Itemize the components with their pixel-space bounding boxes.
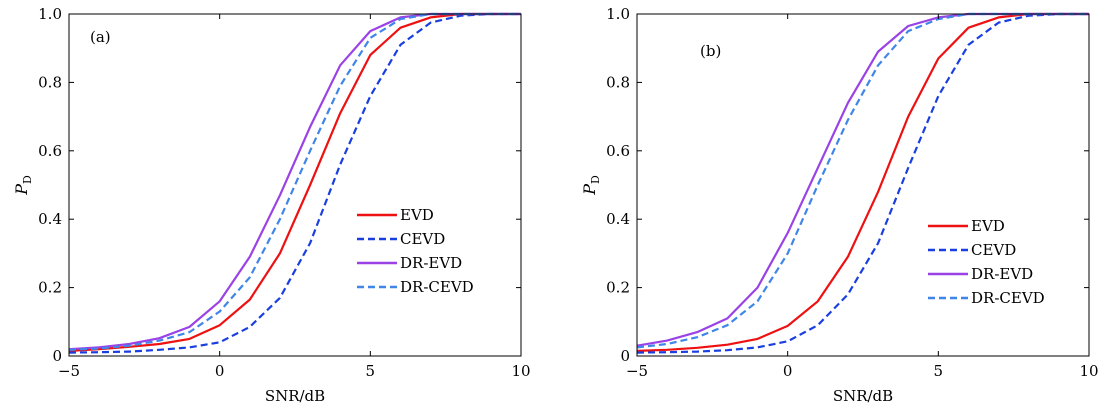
panel1-y-axis-label: PD [12, 175, 34, 196]
panel1-y-tick-label: 0 [52, 347, 62, 365]
panel1-series-line-dr-evd [68, 12, 521, 351]
panel2-panel-label: (b) [700, 42, 721, 60]
panel1-x-tick-label: −5 [58, 362, 80, 380]
panel2-y-tick-label: 0.4 [606, 210, 630, 228]
panel1-x-axis-label: SNR/dB [265, 387, 325, 405]
panel1-series-line-cevd [68, 12, 521, 354]
panel1-y-tick-label: 0.2 [38, 279, 62, 297]
panel2-legend-label-dr-evd: DR-EVD [971, 265, 1033, 283]
panel1-series-line-evd [68, 12, 521, 352]
panel2-y-axis-label: PD [580, 175, 602, 196]
panel2-x-axis-label: SNR/dB [833, 387, 893, 405]
panel1-y-tick-label: 0.8 [38, 73, 62, 91]
panel2-y-tick-label: 0.6 [606, 142, 630, 160]
panel2-legend: EVD CEVD DR-EVD DR-CEVD [928, 217, 1045, 307]
panel1-y-axis-label-base: P [12, 184, 31, 196]
panel2-legend-label-cevd: CEVD [971, 241, 1016, 259]
panel1-axes-frame [68, 13, 522, 357]
panel1-y-tick-label: 0.6 [38, 142, 62, 160]
panel2-y-tick-label: 0.2 [606, 279, 630, 297]
panel2-x-tick-label: −5 [626, 362, 648, 380]
panel2-axes-frame [636, 13, 1090, 357]
panel1-x-tick-label: 0 [215, 362, 225, 380]
panel1-y-axis-label-sub: D [21, 175, 34, 184]
panel1-x-tick-label: 5 [366, 362, 376, 380]
panel2-y-tick-label: 0 [620, 347, 630, 365]
panel1-legend: EVD CEVD DR-EVD DR-CEVD [357, 206, 474, 296]
panel2-x-tick-label: 10 [1079, 362, 1098, 380]
panel1-y-tick-label: 1.0 [38, 5, 62, 23]
panel2-y-tick-label: 0.8 [606, 73, 630, 91]
panel1-x-tick-label: 10 [511, 362, 530, 380]
panel2-x-tick-label: 0 [783, 362, 793, 380]
panel1-y-tick-label: 0.4 [38, 210, 62, 228]
panel1-series-line-dr-cevd [68, 12, 521, 351]
panel1-legend-label-dr-evd: DR-EVD [400, 254, 462, 272]
panel2-legend-label-evd: EVD [971, 217, 1005, 235]
panel1-panel-label: (a) [90, 28, 111, 46]
panel1-plot: −5 0 5 1000.20.40.60.81.0SNR/dBPD(a)EVDCEVD… [12, 5, 531, 405]
panel1-legend-label-dr-cevd: DR-CEVD [400, 278, 474, 296]
panel1-legend-label-cevd: CEVD [400, 230, 445, 248]
panel2-y-tick-label: 1.0 [606, 5, 630, 23]
panel2-y-axis-label-sub: D [589, 175, 602, 184]
panel2-legend-label-dr-cevd: DR-CEVD [971, 289, 1045, 307]
panel2-plot: −5 0 5 1000.20.40.60.81.0SNR/dBPD(b)EVDCEVD… [580, 5, 1099, 405]
panel2-x-tick-label: 5 [934, 362, 944, 380]
panel2-y-axis-label-base: P [580, 184, 599, 196]
panel2-series-line-evd [636, 12, 1089, 352]
panel2-series-line-cevd [636, 12, 1089, 354]
panel1-legend-label-evd: EVD [400, 206, 434, 224]
